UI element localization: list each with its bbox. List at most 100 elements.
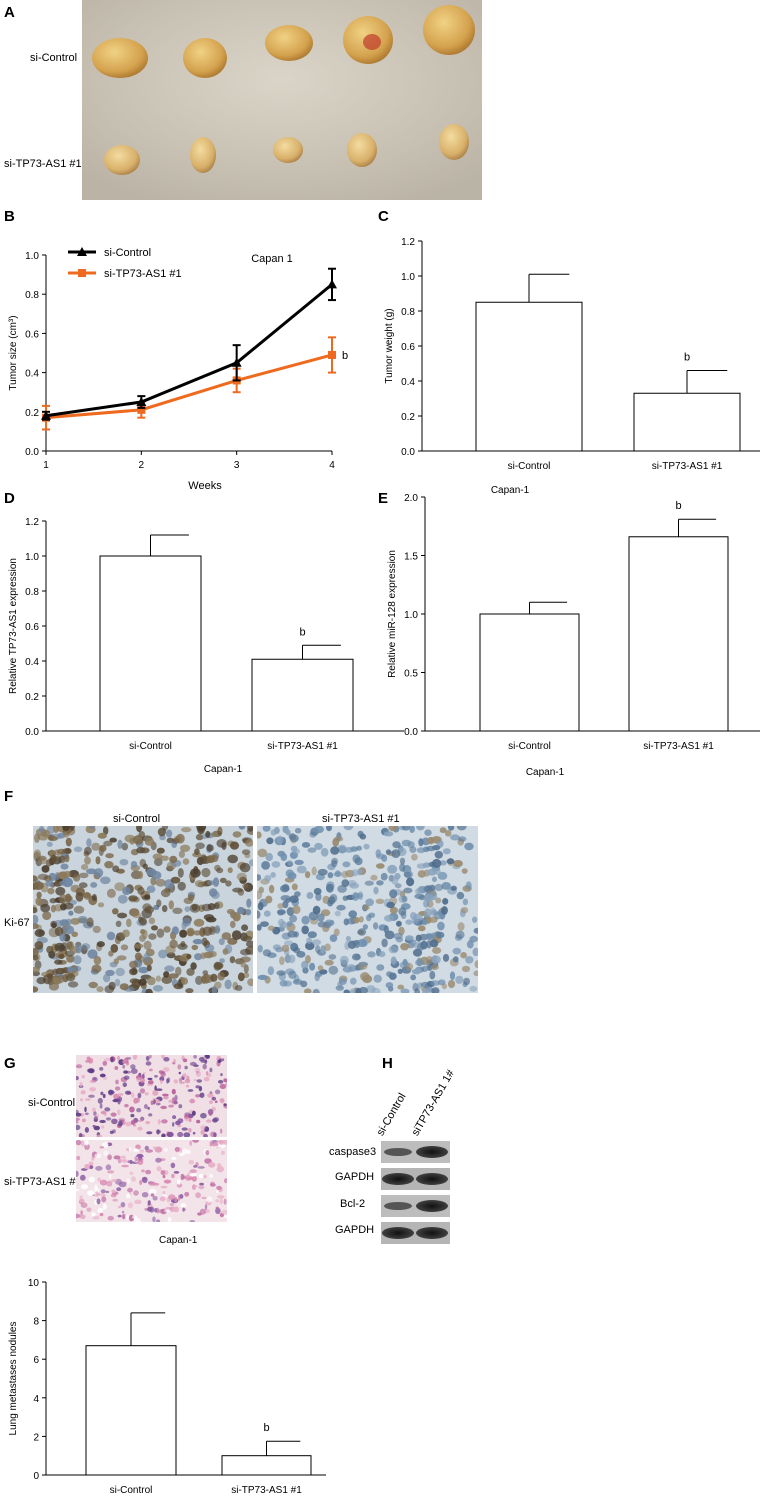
legend-label-1: si-Control (104, 247, 151, 259)
x-axis-label-b: Weeks (188, 480, 222, 492)
legend-marker-1 (77, 247, 87, 256)
data-point-b-2 (328, 350, 336, 359)
x-axis-label-c: Capan-1 (491, 485, 530, 496)
y-tick-label-e: 0.0 (404, 727, 418, 738)
panel-letter-g: G (4, 1055, 16, 1072)
y-tick-label-b: 0.0 (25, 447, 39, 458)
band-bcl2-control (384, 1202, 412, 1210)
y-tick-label-g: 4 (33, 1394, 39, 1405)
he-image-control (76, 1055, 227, 1137)
data-point-b-2 (137, 405, 146, 414)
y-tick-label-b: 0.6 (25, 329, 39, 340)
band-gapdh1-control (382, 1173, 414, 1185)
y-tick-label-d: 0.6 (25, 622, 39, 633)
western-blot (381, 1141, 450, 1244)
blot-band-label-bcl2: Bcl-2 (340, 1198, 366, 1210)
y-tick-label-d: 1.2 (25, 517, 39, 528)
y-tick-label-d: 0.2 (25, 692, 39, 703)
y-tick-label-b: 0.8 (25, 290, 39, 301)
panel-g-caption: Capan-1 (159, 1235, 198, 1246)
bar-d-2 (251, 658, 354, 732)
y-tick-label-c: 0.8 (401, 307, 415, 318)
band-caspase3-control (384, 1148, 412, 1156)
x-tick-label-d-2: si-TP73-AS1 #1 (267, 741, 338, 752)
y-axis-label-c: Tumor weight (g) (384, 308, 395, 383)
panel-letter-h: H (382, 1055, 393, 1072)
panel-letter-a: A (4, 4, 15, 21)
y-tick-label-c: 0.6 (401, 342, 415, 353)
y-axis-label-d: Relative TP73-AS1 expression (8, 558, 19, 694)
band-gapdh1-knockdown (416, 1173, 448, 1185)
panel-f-col-label-knockdown: si-TP73-AS1 #1 (322, 813, 400, 825)
blot-band-label-gapdh-2: GAPDH (335, 1224, 375, 1236)
y-axis-label-b: Tumor size (cm³) (8, 315, 19, 390)
series-line-b-2 (45, 353, 333, 420)
x-tick-label-c-1: si-Control (508, 461, 551, 472)
y-tick-label-g: 0 (33, 1471, 39, 1482)
y-tick-label-e: 1.5 (404, 552, 418, 563)
y-tick-label-d: 0.8 (25, 587, 39, 598)
bar-e-2 (628, 536, 729, 732)
y-tick-label-e: 2.0 (404, 493, 418, 504)
y-tick-label-g: 6 (33, 1355, 39, 1366)
data-point-b-1 (327, 279, 337, 289)
tumor-knockdown-3 (273, 137, 303, 163)
tumor-knockdown-5 (439, 124, 469, 160)
y-tick-label-c: 1.2 (401, 237, 415, 248)
bar-g-2 (221, 1455, 312, 1476)
y-tick-label-e: 1.0 (404, 610, 418, 621)
y-tick-label-b: 0.2 (25, 408, 39, 419)
y-axis-label-e: Relative miR-128 expression (387, 550, 398, 678)
x-tick-label-e-2: si-TP73-AS1 #1 (643, 741, 714, 752)
significance-mark-b: b (342, 350, 348, 362)
significance-mark-e: b (675, 500, 681, 512)
panel-a-row-label-knockdown: si-TP73-AS1 #1 (4, 158, 82, 170)
legend-label-2: si-TP73-AS1 #1 (104, 268, 182, 280)
y-tick-label-e: 0.5 (404, 669, 418, 680)
y-tick-label-g: 8 (33, 1317, 39, 1328)
x-tick-label-g-1: si-Control (110, 1485, 153, 1496)
tumor-control-1 (92, 38, 148, 78)
panel-letter-d: D (4, 490, 15, 507)
blot-band-label-caspase3: caspase3 (329, 1146, 377, 1158)
significance-mark-c: b (684, 352, 690, 364)
y-tick-label-c: 0.4 (401, 377, 415, 388)
y-axis-label-g: Lung metastases nodules (8, 1322, 19, 1436)
legend-marker-2 (78, 269, 86, 277)
x-axis-label-e: Capan-1 (526, 767, 565, 778)
x-tick-label-b: 2 (139, 460, 145, 471)
y-tick-label-b: 1.0 (25, 251, 39, 262)
series-line-b-1 (45, 283, 333, 418)
panel-f-row-label: Ki-67 (4, 917, 30, 929)
panel-letter-c: C (378, 208, 389, 225)
y-tick-label-d: 0.0 (25, 727, 39, 738)
y-tick-label-c: 1.0 (401, 272, 415, 283)
tumor-control-3 (265, 25, 313, 61)
y-tick-label-c: 0.2 (401, 412, 415, 423)
panel-g-row-label-control: si-Control (28, 1097, 76, 1109)
y-tick-label-b: 0.4 (25, 369, 39, 380)
band-bcl2-knockdown (416, 1200, 448, 1212)
data-point-b-1 (136, 397, 147, 406)
panel-g-row-label-knockdown: si-TP73-AS1 #1 (4, 1176, 82, 1188)
panel-letter-f: F (4, 788, 14, 805)
bar-e-1 (479, 613, 580, 732)
band-gapdh2-knockdown (416, 1227, 448, 1239)
x-tick-label-c-2: si-TP73-AS1 #1 (652, 461, 723, 472)
x-tick-label-e-1: si-Control (508, 741, 551, 752)
tumor-knockdown-2 (190, 137, 216, 173)
tumor-control-5 (423, 5, 475, 55)
tumor-knockdown-4 (347, 133, 377, 167)
x-tick-label-g-2: si-TP73-AS1 #1 (231, 1485, 302, 1496)
bar-g-1 (85, 1345, 177, 1476)
panel-letter-b: B (4, 208, 15, 225)
ihc-image-knockdown (257, 826, 478, 993)
significance-mark-d: b (299, 626, 305, 638)
tumor-control-2 (183, 38, 227, 78)
y-tick-label-d: 0.4 (25, 657, 39, 668)
data-point-b-1 (231, 357, 242, 367)
y-tick-label-d: 1.0 (25, 552, 39, 563)
significance-mark-g: b (263, 1422, 269, 1434)
tumor-knockdown-1 (104, 145, 140, 175)
